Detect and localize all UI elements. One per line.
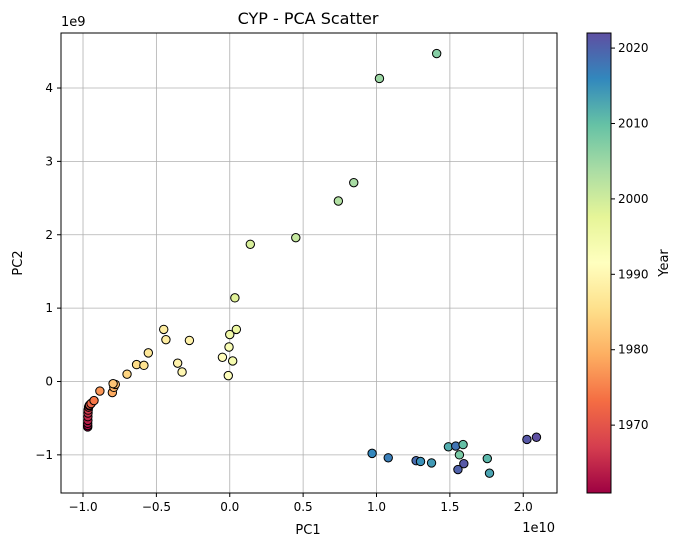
scatter-point [223,370,233,381]
x-tick-label: 1.0 [367,500,386,514]
scatter-point [522,434,532,445]
scatter-point [383,453,393,463]
chart-title: CYP - PCA Scatter [238,9,379,28]
scatter-point [484,468,495,478]
scatter-point [454,450,465,460]
colorbar [586,32,612,494]
scatter-point [161,334,171,345]
y-tick-label: 1 [45,301,53,315]
scatter-point [139,360,149,371]
scatter-point [143,348,154,358]
y-tick-label: −1 [35,448,53,462]
x-tick-label: 0.0 [220,500,239,514]
scatter-point [217,352,228,362]
scatter-point [367,448,377,459]
scatter-point [177,367,187,377]
colorbar-ticks: 1970 1980 1990 2000 2010 2020 [611,41,649,432]
x-axis: −1.0 −0.5 0.0 0.5 1.0 1.5 2.0 [68,493,533,514]
scatter-point [431,48,442,59]
scatter-point [458,439,468,450]
scatter-point [230,293,240,303]
scatter-point [122,369,132,379]
scatter-point [374,73,385,84]
scatter-point [426,458,437,468]
x-tick-label: 1.5 [440,500,459,514]
y-tick-label: 0 [45,374,53,388]
colorbar-tick-label: 1990 [618,267,649,281]
y-axis: −1 0 1 2 3 4 [35,81,61,462]
scatter-point [459,458,469,469]
y-axis-label: PC2 [11,250,26,275]
scatter-point [224,342,234,352]
y-tick-label: 4 [45,81,53,95]
grid [61,33,557,493]
scatter-point [225,329,235,340]
scatter-point [453,464,463,475]
scatter-point [531,432,542,442]
y-axis-multiplier: 1e9 [61,15,86,30]
scatter-point [89,395,99,406]
scatter-point [482,453,492,464]
colorbar-tick-label: 2010 [618,116,649,130]
scatter-point [108,378,118,389]
scatter-point [184,335,195,346]
plot-area-frame [60,32,558,494]
x-axis-multiplier: 1e10 [522,521,555,536]
x-tick-label: 0.5 [294,500,313,514]
colorbar-tick-label: 1980 [618,343,649,357]
x-axis-label: PC1 [295,523,320,538]
scatter-point [245,239,256,249]
y-tick-label: 2 [45,228,53,242]
colorbar-tick-label: 2000 [618,192,649,206]
y-tick-label: 3 [45,154,53,168]
scatter-point [349,177,359,188]
colorbar-label: Year [657,249,672,278]
scatter-point [227,356,238,366]
scatter-point [231,324,242,335]
scatter-point [172,358,183,368]
colorbar-tick-label: 1970 [618,418,649,432]
x-tick-label: 2.0 [514,500,533,514]
scatter-point [415,456,426,467]
x-tick-label: −1.0 [68,500,97,514]
scatter-point [95,386,105,396]
colorbar-tick-label: 2020 [618,41,649,55]
points-layer [83,48,542,478]
scatter-point [333,196,344,206]
scatter-point [291,232,301,243]
x-tick-label: −0.5 [142,500,171,514]
scatter-point [159,324,169,335]
